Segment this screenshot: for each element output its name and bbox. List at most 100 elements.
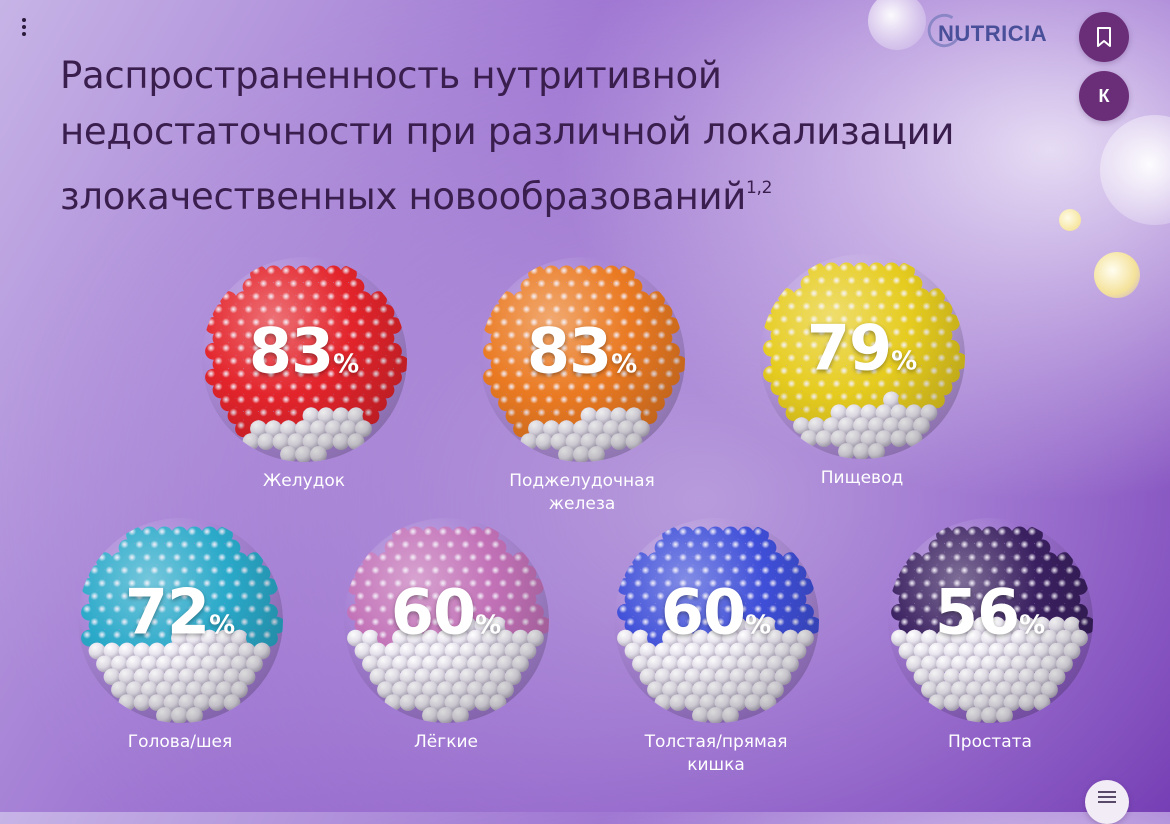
colored-ball [624,591,641,608]
white-ball [781,655,799,673]
colored-ball [822,314,840,331]
white-ball [436,629,454,647]
white-ball [781,629,799,647]
white-ball [807,417,825,435]
colored-ball [227,407,244,425]
colored-ball [706,526,724,544]
colored-ball [875,378,892,396]
colored-ball [489,591,506,608]
colored-ball [208,565,225,582]
white-ball [339,420,357,438]
white-ball [332,407,349,425]
colored-ball [647,368,665,386]
colored-ball [777,365,795,383]
colored-ball [714,616,731,634]
colored-ball [212,304,229,321]
colored-ball [377,330,394,347]
colored-ball [905,378,922,396]
colored-ball [935,352,952,370]
bookmark-button[interactable] [1079,12,1129,62]
percent-sign: % [475,610,502,641]
colored-ball [550,407,567,425]
colored-ball [163,591,180,608]
colored-ball [309,368,327,386]
colored-ball [640,381,657,399]
colored-ball [384,565,401,582]
colored-ball [770,352,787,370]
colored-ball [163,539,180,557]
colored-ball [632,317,650,334]
colored-ball [852,288,870,306]
vertical-dots-icon[interactable] [14,14,34,40]
colored-ball [980,603,998,621]
white-ball [376,681,394,699]
colored-ball [655,330,672,347]
colored-ball [302,355,319,373]
white-ball [950,681,968,699]
white-ball [451,681,469,699]
white-ball [384,642,401,660]
white-ball [661,681,679,699]
k-button[interactable]: К [1079,71,1129,121]
menu-button[interactable] [1085,780,1129,824]
colored-ball [272,355,289,373]
colored-ball [882,262,900,280]
colored-ball [1055,603,1073,621]
white-ball [830,404,847,422]
colored-ball [736,603,754,621]
colored-ball [242,355,259,373]
white-ball [264,420,282,438]
colored-ball [1063,591,1080,608]
colored-ball [185,526,203,544]
colored-ball [830,352,847,370]
colored-ball [489,539,506,557]
percent-sign: % [745,610,772,641]
white-ball [714,668,731,686]
colored-ball [800,404,817,422]
white-ball [170,655,188,673]
white-ball [178,694,195,711]
colored-ball [392,355,407,373]
colored-ball [770,327,787,344]
colored-ball [595,304,612,321]
white-ball [669,668,686,686]
colored-ball [535,278,552,296]
colored-ball [490,330,507,347]
colored-ball [625,330,642,347]
white-ball [565,433,582,450]
title-line: злокачественных новообразований1,2 [60,160,1060,225]
colored-ball [640,330,657,347]
colored-ball [317,278,334,296]
colored-ball [867,288,885,306]
white-ball [973,694,990,711]
colored-ball [684,616,701,634]
colored-ball [264,368,282,386]
colored-ball [935,327,952,344]
colored-ball [958,591,975,608]
colored-ball [781,552,799,570]
colored-ball [504,616,521,634]
white-ball [1040,629,1058,647]
white-ball [699,668,716,686]
colored-ball [140,526,158,544]
colored-ball [965,526,983,544]
white-ball [1018,642,1035,660]
colored-ball [384,368,402,386]
white-ball [1018,668,1035,686]
white-ball [631,629,649,647]
colored-ball [496,552,514,570]
white-ball [920,655,938,673]
colored-ball [995,552,1013,570]
colored-ball [272,304,289,321]
colored-ball [905,352,922,370]
colored-ball [512,368,530,386]
colored-ball [534,616,549,634]
colored-ball [95,552,113,570]
colored-ball [279,342,297,360]
colored-ball [822,262,840,280]
colored-ball [260,629,278,647]
colored-ball [505,330,522,347]
colored-ball [796,578,814,595]
colored-ball [80,578,98,595]
white-ball [272,433,289,450]
